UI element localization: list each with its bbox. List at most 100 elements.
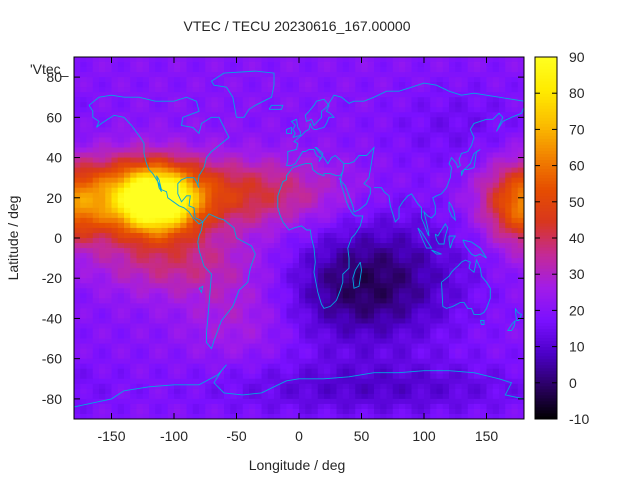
heatmap-cell	[249, 152, 256, 158]
heatmap-cell	[392, 122, 400, 128]
heatmap-cell	[136, 167, 144, 174]
heatmap-cell	[217, 358, 225, 365]
heatmap-cell	[299, 162, 306, 169]
heatmap-cell	[249, 383, 256, 390]
heatmap-cell	[286, 348, 294, 355]
heatmap-cell	[474, 353, 481, 360]
heatmap-cell	[255, 353, 262, 360]
heatmap-cell	[211, 278, 219, 284]
heatmap-cell	[130, 122, 137, 128]
heatmap-cell	[455, 343, 462, 350]
heatmap-cell	[280, 358, 287, 365]
heatmap-cell	[486, 137, 494, 143]
heatmap-cell	[374, 167, 381, 174]
heatmap-cell	[230, 162, 237, 169]
heatmap-cell	[517, 383, 525, 390]
heatmap-cell	[249, 308, 256, 314]
heatmap-cell	[236, 308, 244, 314]
heatmap-cell	[355, 248, 362, 254]
heatmap-cell	[517, 212, 525, 219]
heatmap-cell	[117, 293, 125, 299]
heatmap-cell	[249, 238, 256, 244]
heatmap-cell	[461, 288, 469, 294]
heatmap-cell	[499, 303, 506, 309]
heatmap-cell	[405, 202, 412, 209]
heatmap-cell	[211, 328, 219, 334]
heatmap-cell	[349, 243, 356, 249]
heatmap-cell	[149, 227, 156, 234]
heatmap-cell	[449, 72, 456, 78]
heatmap-cell	[430, 207, 437, 214]
heatmap-cell	[499, 363, 506, 370]
heatmap-cell	[205, 298, 212, 304]
heatmap-cell	[330, 122, 337, 128]
heatmap-cell	[117, 177, 125, 184]
heatmap-cell	[267, 303, 275, 309]
heatmap-cell	[330, 217, 337, 224]
heatmap-cell	[417, 388, 425, 395]
heatmap-cell	[355, 222, 362, 229]
heatmap-cell	[405, 348, 412, 355]
heatmap-cell	[486, 323, 494, 329]
heatmap-cell	[361, 368, 369, 375]
heatmap-cell	[167, 293, 175, 299]
heatmap-cell	[311, 368, 319, 375]
heatmap-cell	[367, 72, 375, 78]
heatmap-cell	[192, 358, 200, 365]
heatmap-cell	[449, 318, 456, 324]
heatmap-cell	[99, 398, 106, 405]
heatmap-cell	[280, 268, 287, 274]
heatmap-cell	[374, 243, 381, 249]
heatmap-cell	[467, 217, 475, 224]
heatmap-cell	[436, 107, 444, 113]
heatmap-cell	[517, 172, 525, 179]
heatmap-cell	[492, 298, 500, 304]
heatmap-cell	[267, 313, 275, 319]
heatmap-cell	[142, 323, 150, 329]
heatmap-cell	[436, 162, 444, 169]
heatmap-cell	[486, 358, 494, 365]
heatmap-cell	[99, 348, 106, 355]
heatmap-cell	[361, 182, 369, 189]
heatmap-cell	[199, 132, 206, 138]
heatmap-cell	[174, 363, 181, 370]
heatmap-cell	[99, 77, 106, 83]
heatmap-cell	[361, 87, 369, 93]
heatmap-cell	[86, 172, 94, 179]
heatmap-cell	[299, 368, 306, 375]
heatmap-cell	[436, 202, 444, 209]
heatmap-cell	[361, 232, 369, 239]
heatmap-cell	[380, 358, 387, 365]
heatmap-cell	[380, 343, 387, 350]
heatmap-cell	[142, 353, 150, 360]
heatmap-cell	[486, 378, 494, 385]
heatmap-cell	[130, 368, 137, 375]
heatmap-cell	[436, 92, 444, 98]
heatmap-cell	[386, 388, 394, 395]
heatmap-cell	[142, 232, 150, 239]
heatmap-cell	[205, 82, 212, 88]
heatmap-cell	[224, 278, 231, 284]
heatmap-cell	[105, 383, 112, 390]
heatmap-cell	[374, 373, 381, 380]
heatmap-cell	[261, 127, 269, 133]
heatmap-cell	[374, 142, 381, 148]
heatmap-cell	[149, 142, 156, 148]
heatmap-cell	[349, 172, 356, 179]
heatmap-cell	[342, 152, 350, 158]
heatmap-cell	[480, 383, 487, 390]
heatmap-cell	[517, 388, 525, 395]
heatmap-cell	[186, 92, 194, 98]
heatmap-cell	[230, 177, 237, 184]
heatmap-cell	[436, 82, 444, 88]
heatmap-cell	[217, 62, 225, 68]
heatmap-cell	[305, 313, 312, 319]
heatmap-cell	[355, 353, 362, 360]
heatmap-cell	[436, 238, 444, 244]
heatmap-cell	[167, 383, 175, 390]
heatmap-cell	[130, 82, 137, 88]
heatmap-cell	[74, 227, 81, 234]
heatmap-cell	[486, 293, 494, 299]
heatmap-cell	[280, 248, 287, 254]
heatmap-cell	[461, 268, 469, 274]
